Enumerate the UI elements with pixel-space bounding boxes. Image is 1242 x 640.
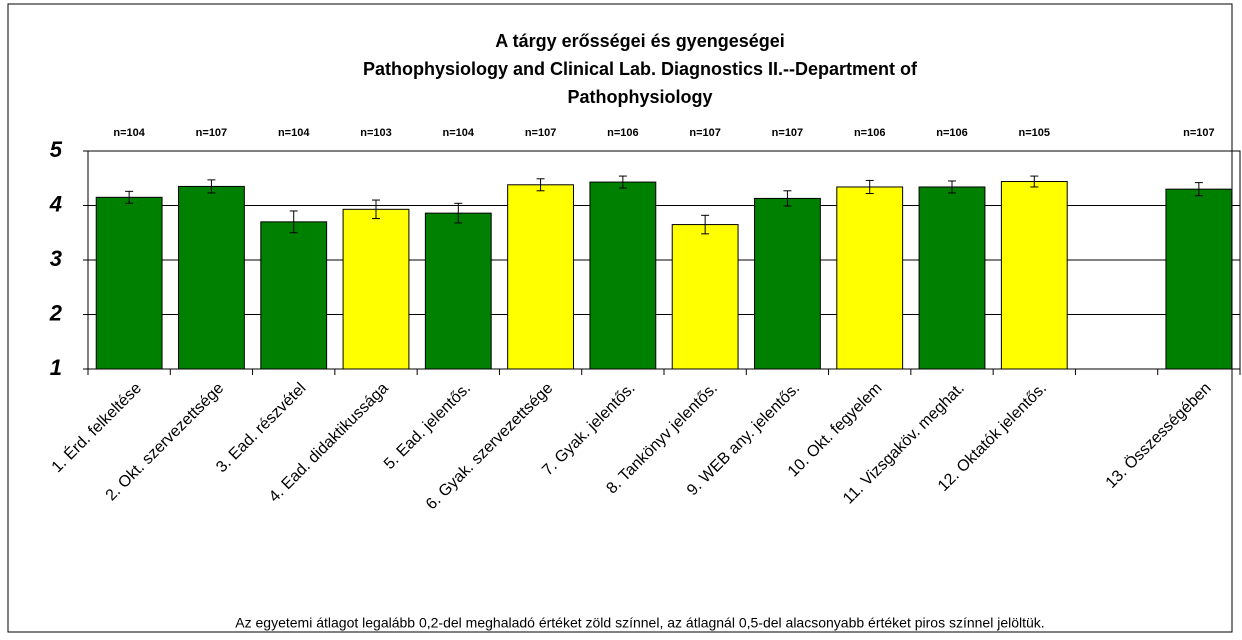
n-label: n=105 [1019,127,1051,139]
y-tick-label: 3 [50,246,62,271]
bar [95,196,163,370]
y-tick-label: 2 [49,300,63,325]
n-label: n=107 [1183,127,1215,139]
bar [589,181,657,370]
y-tick-label: 1 [50,355,62,380]
bar [342,208,410,370]
bar [260,221,328,370]
bar [836,186,904,370]
chart-title: Pathophysiology [567,87,712,107]
n-label: n=106 [936,127,968,139]
n-label: n=106 [607,127,639,139]
chart-title: A tárgy erősségei és gyengeségei [495,31,784,51]
bar [671,224,739,370]
n-label: n=107 [772,127,804,139]
bar [178,185,245,370]
chart-title: Pathophysiology and Clinical Lab. Diagno… [363,59,918,79]
bar [424,212,492,370]
n-label: n=104 [443,127,475,139]
bar [754,197,821,370]
bar [1000,181,1068,370]
y-tick-label: 5 [50,137,63,162]
n-label: n=107 [525,127,557,139]
n-label: n=104 [278,127,310,139]
footnote: Az egyetemi átlagot legalább 0,2-del meg… [235,615,1044,631]
n-label: n=107 [196,127,228,139]
bar [918,186,986,370]
bar [507,184,574,370]
n-label: n=106 [854,127,886,139]
n-label: n=103 [360,127,392,139]
y-tick-label: 4 [49,191,62,216]
n-label: n=104 [113,127,145,139]
n-label: n=107 [689,127,721,139]
bar [1165,188,1233,370]
